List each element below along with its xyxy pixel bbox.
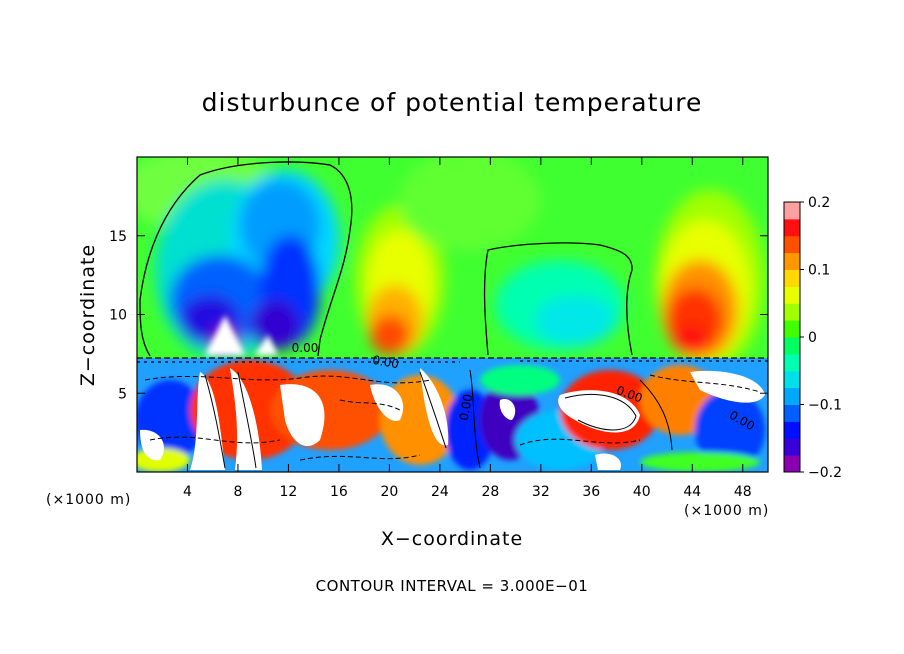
colorbar-tick-label: −0.2 — [808, 465, 842, 481]
x-tick-label: 24 — [431, 484, 449, 500]
chart-title: disturbunce of potential temperature — [201, 88, 703, 117]
colorbar-swatch — [784, 387, 800, 405]
colorbar-swatch — [784, 218, 800, 237]
x-unit-label-left: (×1000 m) — [46, 492, 132, 508]
colorbar-swatch — [784, 303, 800, 321]
colorbar-swatch — [784, 353, 800, 372]
x-tick-label: 40 — [633, 484, 651, 500]
x-tick-label: 36 — [582, 484, 600, 500]
x-axis-label: X−coordinate — [380, 528, 524, 550]
contour-label: 0.00 — [371, 353, 400, 371]
x-tick-label: 48 — [734, 484, 752, 500]
colorbar-swatch — [784, 421, 800, 439]
x-tick-label: 4 — [183, 484, 192, 500]
colorbar-swatch — [784, 320, 800, 338]
contour-interval-note: CONTOUR INTERVAL = 3.000E−01 — [315, 577, 589, 595]
x-tick-label: 32 — [532, 484, 550, 500]
colorbar-swatch — [784, 370, 800, 389]
colorbar-swatch — [784, 269, 800, 287]
colorbar-swatch — [784, 202, 800, 220]
x-tick-label: 20 — [380, 484, 398, 500]
colorbar-swatch — [784, 252, 800, 270]
x-tick-label: 8 — [233, 484, 242, 500]
x-tick-label: 28 — [481, 484, 499, 500]
colorbar-tick-label: 0.1 — [808, 263, 830, 279]
colorbar-swatch — [784, 337, 800, 355]
contour-label: 0.00 — [292, 341, 319, 355]
x-axis: 4 8 12 16 20 24 28 32 36 40 44 48 — [183, 157, 752, 500]
colorbar-tick-label: −0.1 — [808, 398, 842, 414]
y-tick-label: 10 — [109, 308, 127, 324]
contour-label: 0.00 — [457, 393, 475, 422]
contour-labels: 0.000.000.00 0.000.00 — [292, 341, 757, 433]
x-tick-label: 16 — [330, 484, 348, 500]
colorbar-swatch — [784, 286, 800, 304]
colorbar-swatch — [784, 235, 800, 254]
y-tick-label: 15 — [109, 229, 127, 245]
colorbar-tick-label: 0 — [808, 330, 817, 346]
x-unit-label-right: (×1000 m) — [684, 503, 770, 519]
y-tick-label: 5 — [118, 386, 127, 402]
y-axis-label: Z−coordinate — [77, 243, 99, 387]
colorbar-swatch — [784, 455, 800, 473]
y-axis: 5 10 15 — [109, 229, 768, 402]
heatmap-field — [137, 157, 768, 472]
colorbar-swatch — [784, 404, 800, 422]
colorbar-tick-label: 0.2 — [808, 195, 830, 211]
colorbar-swatch — [784, 438, 800, 456]
x-tick-label: 44 — [683, 484, 701, 500]
colorbar: 0.2 0.1 0 −0.1 −0.2 — [783, 195, 842, 481]
x-tick-label: 12 — [280, 484, 298, 500]
